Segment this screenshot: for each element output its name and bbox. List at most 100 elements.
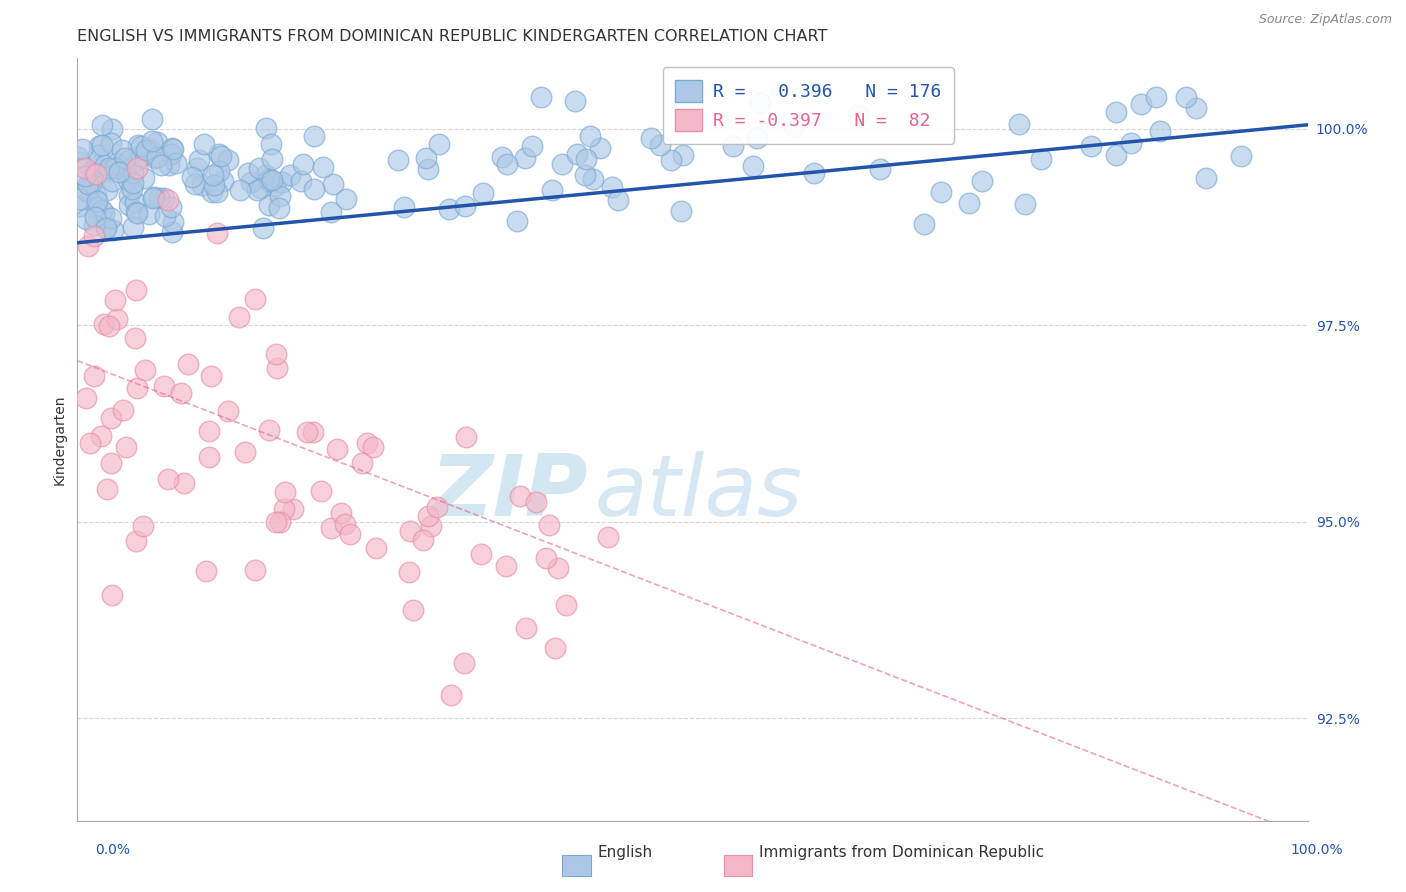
Point	[721, 138, 744, 153]
Point	[606, 193, 628, 207]
Text: English: English	[598, 845, 652, 860]
Point	[249, 181, 271, 195]
Point	[205, 226, 228, 240]
Point	[160, 141, 183, 155]
Point	[420, 519, 443, 533]
Point	[515, 152, 537, 166]
Point	[575, 152, 598, 166]
Point	[329, 506, 352, 520]
Point	[141, 134, 163, 148]
Point	[415, 151, 437, 165]
Point	[217, 153, 239, 167]
Point	[262, 152, 284, 166]
Point	[399, 524, 422, 538]
Point	[302, 128, 325, 143]
Point	[322, 177, 344, 191]
Point	[103, 222, 125, 236]
Point	[73, 161, 96, 175]
Point	[1174, 90, 1197, 104]
Point	[194, 564, 217, 578]
Point	[1149, 124, 1171, 138]
Point	[437, 202, 460, 216]
Point	[139, 143, 162, 157]
Point	[1230, 149, 1253, 163]
Point	[111, 143, 134, 157]
Point	[509, 489, 531, 503]
Point	[125, 283, 148, 297]
Point	[100, 174, 122, 188]
Point	[1144, 90, 1167, 104]
Point	[197, 424, 219, 438]
Point	[186, 161, 208, 175]
Point	[135, 143, 157, 157]
Point	[247, 161, 270, 175]
Point	[198, 450, 221, 465]
Point	[238, 166, 260, 180]
Point	[86, 167, 108, 181]
Point	[356, 435, 378, 450]
Point	[208, 146, 231, 161]
Point	[273, 485, 295, 500]
Point	[515, 621, 537, 635]
Point	[1121, 136, 1143, 150]
Point	[245, 293, 267, 307]
Point	[173, 475, 195, 490]
Point	[387, 153, 409, 168]
Point	[364, 541, 387, 556]
Point	[91, 203, 114, 218]
Point	[453, 656, 475, 670]
Point	[290, 173, 312, 187]
Point	[745, 130, 768, 145]
Point	[640, 130, 662, 145]
Point	[93, 317, 115, 331]
Point	[472, 186, 495, 200]
Point	[86, 159, 108, 173]
Text: Immigrants from Dominican Republic: Immigrants from Dominican Republic	[759, 845, 1045, 860]
Point	[121, 176, 143, 190]
Point	[319, 521, 342, 535]
Point	[129, 149, 152, 163]
Point	[453, 199, 475, 213]
Point	[75, 169, 97, 183]
Point	[138, 206, 160, 220]
Point	[134, 171, 156, 186]
Point	[439, 688, 461, 702]
Point	[108, 165, 131, 179]
Point	[212, 174, 235, 188]
Point	[104, 161, 127, 175]
Point	[217, 404, 239, 418]
Point	[402, 603, 425, 617]
Point	[127, 161, 149, 175]
Point	[208, 164, 231, 178]
Point	[412, 533, 434, 547]
Point	[121, 182, 143, 196]
Point	[547, 561, 569, 575]
Point	[339, 527, 361, 541]
Point	[124, 194, 146, 209]
Point	[97, 161, 120, 176]
Point	[309, 483, 332, 498]
Point	[76, 184, 98, 198]
Point	[101, 588, 124, 602]
Point	[202, 178, 225, 193]
Point	[94, 221, 117, 235]
Point	[544, 641, 567, 656]
Point	[496, 157, 519, 171]
Point	[141, 112, 163, 127]
Point	[127, 138, 149, 153]
Point	[94, 158, 117, 172]
Point	[125, 533, 148, 548]
Point	[319, 204, 342, 219]
Point	[70, 142, 93, 156]
Point	[83, 369, 105, 384]
Text: 0.0%: 0.0%	[96, 843, 131, 857]
Point	[228, 310, 250, 324]
Point	[243, 563, 266, 577]
Point	[93, 205, 115, 219]
Point	[1014, 197, 1036, 211]
Point	[520, 139, 543, 153]
Point	[782, 120, 804, 134]
Point	[1105, 104, 1128, 119]
Point	[114, 163, 136, 178]
Point	[589, 141, 612, 155]
